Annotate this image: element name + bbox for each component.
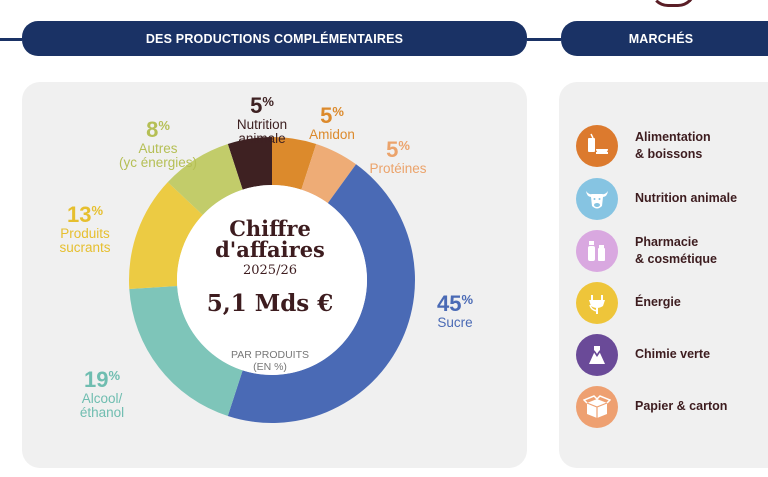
slice-percent: 5% bbox=[358, 138, 438, 162]
slice-label-nutrition-animale: 5% Nutrition animale bbox=[222, 94, 302, 147]
slice-percent-value: 8 bbox=[146, 117, 159, 142]
donut-slice-sucre bbox=[227, 164, 415, 423]
market-label: Papier & carton bbox=[635, 398, 727, 416]
market-item: Alimentation & boissons bbox=[576, 125, 711, 167]
slice-name: animale bbox=[238, 131, 286, 147]
market-label: Pharmacie & cosmétique bbox=[635, 234, 717, 269]
slice-percent-sign: % bbox=[108, 368, 121, 383]
slice-label-prot-ines: 5% Protéines bbox=[358, 138, 438, 176]
slice-name: Produits bbox=[60, 225, 110, 241]
slice-label-autres-yc-nergies-: 8% Autres (yc énergies) bbox=[108, 118, 208, 171]
slice-percent-value: 13 bbox=[66, 202, 92, 227]
donut-slice-produits-sucrants bbox=[129, 182, 203, 289]
market-label-line: Alimentation bbox=[635, 129, 711, 144]
green-chemistry-icon bbox=[576, 334, 618, 376]
chart-period: 2025/26 bbox=[242, 263, 297, 278]
slice-name: Nutrition bbox=[236, 116, 288, 132]
market-label: Alimentation & boissons bbox=[635, 129, 711, 164]
slice-percent: 5% bbox=[300, 104, 364, 128]
section-title-markets: MARCHÉS bbox=[561, 21, 768, 56]
box-icon bbox=[576, 386, 618, 428]
slice-percent: 13% bbox=[40, 203, 130, 227]
slice-percent-value: 5 bbox=[250, 93, 263, 118]
donut-slice-nutrition-animale bbox=[227, 137, 272, 190]
header-rule-left bbox=[0, 38, 22, 41]
section-title-productions: DES PRODUCTIONS COMPLÉMENTAIRES bbox=[22, 21, 527, 56]
slice-name: Alcool/ bbox=[81, 390, 123, 406]
market-label: Énergie bbox=[635, 294, 681, 312]
chart-center-text: Chiffre d'affaires 2025/26 5,1 Mds € PAR… bbox=[200, 218, 340, 373]
market-item: Nutrition animale bbox=[576, 178, 737, 220]
cosmetics-icon bbox=[576, 230, 618, 272]
chart-subtitle-2: (EN %) bbox=[253, 361, 287, 373]
header-rule-middle bbox=[527, 38, 561, 41]
slice-name: Autres bbox=[138, 140, 178, 156]
slice-label-sucre: 45% Sucre bbox=[420, 292, 490, 330]
market-item: Pharmacie & cosmétique bbox=[576, 230, 717, 272]
market-label: Chimie verte bbox=[635, 346, 710, 364]
slice-percent-value: 5 bbox=[320, 103, 333, 128]
slice-percent-value: 5 bbox=[386, 137, 399, 162]
donut-slice-prot-ines bbox=[301, 143, 357, 204]
market-label-line: & cosmétique bbox=[635, 252, 717, 266]
slice-name: éthanol bbox=[79, 405, 125, 421]
slice-name: sucrants bbox=[59, 240, 111, 256]
slice-percent: 19% bbox=[62, 368, 142, 392]
chart-subtitle-1: PAR PRODUITS bbox=[231, 349, 309, 361]
market-label-line: Papier & carton bbox=[635, 399, 728, 414]
market-label-line: Pharmacie bbox=[635, 234, 699, 249]
chart-total: 5,1 Mds € bbox=[206, 290, 334, 317]
slice-label-produits-sucrants: 13% Produits sucrants bbox=[40, 203, 130, 256]
slice-percent: 45% bbox=[420, 292, 490, 316]
cow-icon bbox=[576, 178, 618, 220]
market-label-line: Chimie verte bbox=[635, 347, 711, 362]
slice-name: Protéines bbox=[369, 160, 427, 176]
donut-hole bbox=[177, 185, 367, 375]
slice-percent: 5% bbox=[222, 94, 302, 118]
slice-percent-sign: % bbox=[398, 138, 410, 153]
donut-slice-alcool-thanol bbox=[129, 285, 243, 417]
slice-percent-sign: % bbox=[332, 104, 344, 119]
market-item: Énergie bbox=[576, 282, 681, 324]
slice-percent-sign: % bbox=[91, 203, 104, 218]
slice-name: (yc énergies) bbox=[118, 155, 198, 171]
market-item: Papier & carton bbox=[576, 386, 727, 428]
slice-name: Amidon bbox=[309, 126, 355, 142]
food-drink-icon bbox=[576, 125, 618, 167]
slice-percent-sign: % bbox=[461, 292, 474, 307]
market-label: Nutrition animale bbox=[635, 190, 737, 208]
chart-title: Chiffre d'affaires bbox=[215, 216, 325, 262]
slice-percent-value: 19 bbox=[83, 367, 109, 392]
slice-label-amidon: 5% Amidon bbox=[300, 104, 364, 142]
slice-percent-sign: % bbox=[262, 94, 274, 109]
slice-name: Sucre bbox=[437, 314, 473, 330]
donut-slice-amidon bbox=[272, 137, 317, 190]
market-item: Chimie verte bbox=[576, 334, 710, 376]
market-label-line: Nutrition animale bbox=[635, 191, 738, 206]
market-label-line: Énergie bbox=[635, 295, 681, 310]
slice-label-alcool-thanol: 19% Alcool/éthanol bbox=[62, 368, 142, 421]
slice-percent: 8% bbox=[108, 118, 208, 142]
market-label-line: & boissons bbox=[635, 147, 703, 161]
slice-percent-sign: % bbox=[158, 118, 170, 133]
energy-plug-icon bbox=[576, 282, 618, 324]
donut-slice-autres-yc-nergies- bbox=[167, 143, 243, 215]
slice-percent-value: 45 bbox=[436, 291, 462, 316]
